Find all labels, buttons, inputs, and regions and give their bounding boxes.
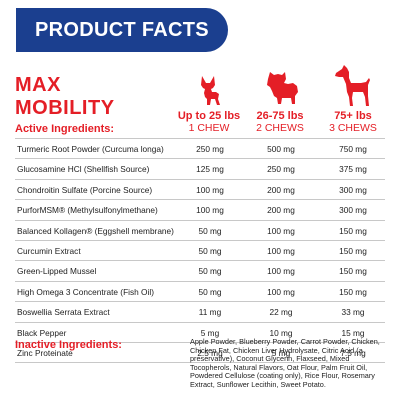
column-header-small: Up to 25 lbs 1 CHEW xyxy=(174,110,244,134)
chew-count-label: 3 CHEWS xyxy=(329,122,377,134)
inactive-ingredients-list: Apple Powder, Blueberry Powder, Carrot P… xyxy=(190,337,380,389)
ingredient-name: Turmeric Root Powder (Curcuma longa) xyxy=(17,144,164,154)
column-header-large: 75+ lbs 3 CHEWS xyxy=(318,110,388,134)
table-row: Chondroitin Sulfate (Porcine Source) 100… xyxy=(15,178,385,199)
dose-medium: 100 mg xyxy=(267,225,295,236)
dose-large: 150 mg xyxy=(339,266,367,277)
active-ingredients-label: Active Ingredients: xyxy=(15,123,115,135)
dose-small: 5 mg xyxy=(200,327,220,338)
dose-medium: 22 mg xyxy=(269,307,293,318)
ingredient-name: Zinc Proteinate xyxy=(17,347,73,358)
table-row: Green-Lipped Mussel 50 mg 100 mg 150 mg xyxy=(15,260,385,280)
ingredient-name: Chondroitin Sulfate (Porcine Source) xyxy=(17,184,153,195)
dose-large: 150 mg xyxy=(339,225,367,236)
dose-small: 50 mg xyxy=(198,225,222,236)
table-row: Boswellia Serrata Extract 11 mg 22 mg 33… xyxy=(15,301,385,321)
dose-small: 125 mg xyxy=(196,164,224,175)
dose-small: 11 mg xyxy=(198,307,222,318)
weight-range-label: 26-75 lbs xyxy=(256,110,304,122)
dose-medium: 100 mg xyxy=(267,245,295,256)
weight-range-label: Up to 25 lbs xyxy=(177,110,241,122)
dose-small: 100 mg xyxy=(196,184,224,195)
dose-medium: 100 mg xyxy=(267,266,295,277)
ingredient-name: PurforMSM® (Methylsulfonylmethane) xyxy=(17,205,158,216)
inactive-ingredients-label: Inactive Ingredients: xyxy=(15,339,122,351)
product-facts-banner: PRODUCT FACTS xyxy=(16,8,228,52)
banner-title: PRODUCT FACTS xyxy=(35,18,209,41)
dose-small: 50 mg xyxy=(198,266,222,277)
dose-small: 250 mg xyxy=(196,144,224,154)
dose-large: 7.5 mg xyxy=(340,347,366,358)
chew-count-label: 1 CHEW xyxy=(188,122,230,134)
dose-medium: 10 mg xyxy=(269,327,293,338)
ingredients-table: Turmeric Root Powder (Curcuma longa) 250… xyxy=(15,138,385,364)
dose-medium: 100 mg xyxy=(267,286,295,297)
dose-small: 100 mg xyxy=(196,205,224,216)
dose-small: 50 mg xyxy=(198,245,222,256)
small-dog-icon xyxy=(201,76,220,105)
ingredient-name: Curcumin Extract xyxy=(17,245,81,256)
ingredient-name: Balanced Kollagen® (Eggshell membrane) xyxy=(17,225,174,236)
product-name: MAX MOBILITY xyxy=(15,74,115,120)
ingredient-name: Boswellia Serrata Extract xyxy=(17,307,110,318)
medium-dog-icon xyxy=(267,72,298,104)
dose-medium: 200 mg xyxy=(267,184,295,195)
table-row: Glucosamine HCl (Shellfish Source) 125 m… xyxy=(15,158,385,178)
dose-medium: 500 mg xyxy=(267,144,295,154)
dose-large: 300 mg xyxy=(339,184,367,195)
dose-small: 50 mg xyxy=(198,286,222,297)
dose-large: 150 mg xyxy=(339,245,367,256)
table-row: Black Pepper 5 mg 10 mg 15 mg xyxy=(15,321,385,342)
table-row: PurforMSM® (Methylsulfonylmethane) 100 m… xyxy=(15,199,385,219)
dose-large: 375 mg xyxy=(339,164,367,175)
dose-medium: 250 mg xyxy=(267,164,295,175)
dose-large: 150 mg xyxy=(339,286,367,297)
product-name-line1: MAX xyxy=(15,74,61,96)
column-header-medium: 26-75 lbs 2 CHEWS xyxy=(245,110,315,134)
ingredient-name: Black Pepper xyxy=(17,327,67,338)
ingredient-name: Glucosamine HCl (Shellfish Source) xyxy=(17,164,150,175)
dose-medium: 5 mg xyxy=(271,347,291,358)
dose-medium: 200 mg xyxy=(267,205,295,216)
table-row: High Omega 3 Concentrate (Fish Oil) 50 m… xyxy=(15,280,385,301)
ingredient-name: Green-Lipped Mussel xyxy=(17,266,97,277)
dose-large: 750 mg xyxy=(339,144,367,154)
table-row: Turmeric Root Powder (Curcuma longa) 250… xyxy=(15,138,385,158)
weight-range-label: 75+ lbs xyxy=(334,110,372,122)
table-row: Curcumin Extract 50 mg 100 mg 150 mg xyxy=(15,239,385,260)
dose-large: 33 mg xyxy=(341,307,365,318)
dose-large: 15 mg xyxy=(341,327,365,338)
product-name-line2: MOBILITY xyxy=(15,97,115,119)
dose-large: 300 mg xyxy=(339,205,367,216)
dose-small: 2.5 mg xyxy=(197,347,223,358)
ingredient-name: High Omega 3 Concentrate (Fish Oil) xyxy=(17,286,154,297)
table-row: Balanced Kollagen® (Eggshell membrane) 5… xyxy=(15,219,385,240)
table-row: Zinc Proteinate 2.5 mg 5 mg 7.5 mg xyxy=(15,341,385,364)
chew-count-label: 2 CHEWS xyxy=(256,122,304,134)
large-dog-icon xyxy=(335,65,370,106)
